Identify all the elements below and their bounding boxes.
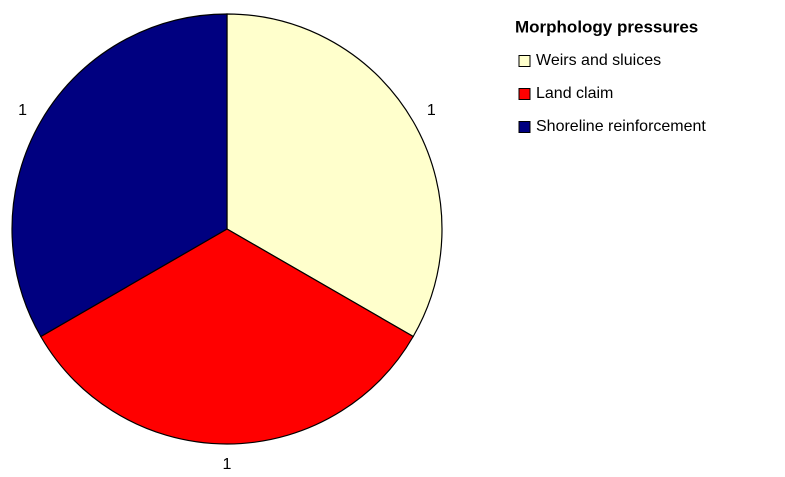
pie-slice: [39, 228, 415, 445]
pie-slice: [11, 13, 228, 338]
data-label: 1: [427, 102, 436, 119]
legend-label: Shoreline reinforcement: [536, 118, 706, 135]
legend-label: Weirs and sluices: [536, 52, 661, 69]
legend-swatch: [518, 55, 531, 67]
legend-swatch: [518, 88, 531, 100]
legend-title: Morphology pressures: [515, 17, 698, 36]
data-label: 1: [223, 456, 232, 473]
legend-label: Land claim: [536, 85, 613, 102]
legend-swatch: [518, 121, 531, 133]
data-label: 1: [18, 102, 27, 119]
pie-slice: [226, 13, 443, 338]
